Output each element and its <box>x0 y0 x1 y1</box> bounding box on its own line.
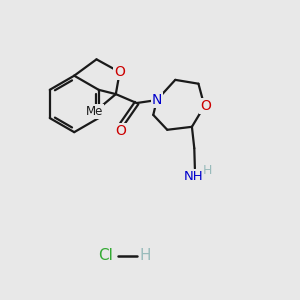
Text: NH: NH <box>184 170 203 183</box>
Text: Me: Me <box>86 105 103 118</box>
Text: H: H <box>203 164 212 177</box>
Text: Cl: Cl <box>98 248 113 263</box>
Text: O: O <box>200 99 211 113</box>
Text: O: O <box>115 124 126 138</box>
Text: O: O <box>114 65 125 79</box>
Text: H: H <box>140 248 151 263</box>
Text: N: N <box>152 93 162 107</box>
